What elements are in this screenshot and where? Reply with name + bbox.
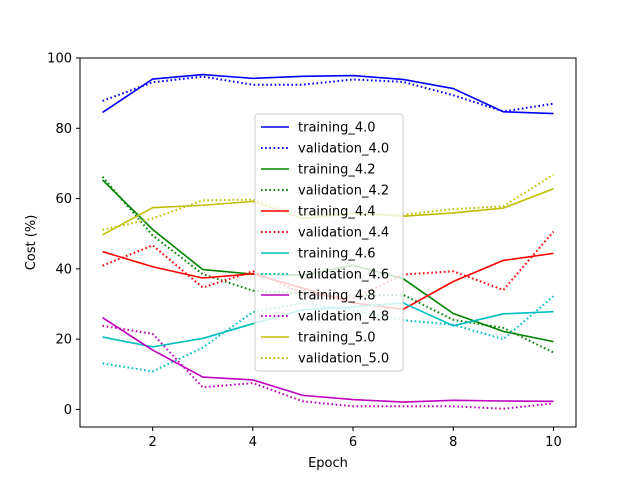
series-line-training-4-0 [102, 73, 554, 115]
legend-label-validation-4-8: validation_4.8 [298, 310, 389, 325]
legend: training_4.0 validation_4.0 training_4.2va… [254, 113, 404, 372]
y-tick-label: 100 [47, 52, 72, 67]
legend-label-validation-4-0: validation_4.0 [298, 142, 389, 157]
y-tick-label: 40 [55, 262, 72, 277]
legend-label-validation-5-0: validation_5.0 [298, 352, 389, 367]
legend-label-training-4-4: training_4.4 [298, 205, 376, 220]
x-tick-label: 2 [149, 435, 157, 450]
legend-label-training-4-0: training_4.0 [298, 121, 376, 136]
series-line-training-4-8 [102, 317, 554, 403]
x-axis: 2 4 6 8 10 [149, 427, 562, 450]
y-axis: 0 20 40 60 80 100 [47, 52, 80, 418]
series-line-validation-4-8 [102, 324, 554, 410]
x-axis-title: Epoch [308, 456, 348, 471]
legend-label-training-4-6: training_4.6 [298, 247, 376, 262]
legend-label-validation-4-2: validation_4.2 [298, 184, 389, 199]
plot-frame [79, 57, 577, 428]
legend-label-validation-4-6: validation_4.6 [298, 268, 389, 283]
y-tick-label: 60 [55, 192, 72, 207]
x-tick-label: 4 [249, 435, 257, 450]
y-tick-label: 0 [64, 403, 72, 418]
legend-box [254, 113, 404, 372]
legend-label-training-4-8: training_4.8 [298, 289, 376, 304]
y-tick-label: 80 [55, 122, 72, 137]
x-tick-label: 10 [545, 435, 562, 450]
legend-label-training-4-2: training_4.2 [298, 163, 376, 178]
series-line-validation-4-2 [101, 176, 554, 354]
legend-label-training-5-0: training_5.0 [298, 331, 376, 346]
x-tick-label: 6 [349, 435, 357, 450]
series-line-validation-4-0 [102, 75, 554, 113]
y-tick-label: 20 [55, 333, 72, 348]
legend-label-validation-4-4: validation_4.4 [298, 226, 389, 241]
y-axis-title: Cost (%) [24, 215, 39, 271]
x-tick-label: 8 [449, 435, 457, 450]
